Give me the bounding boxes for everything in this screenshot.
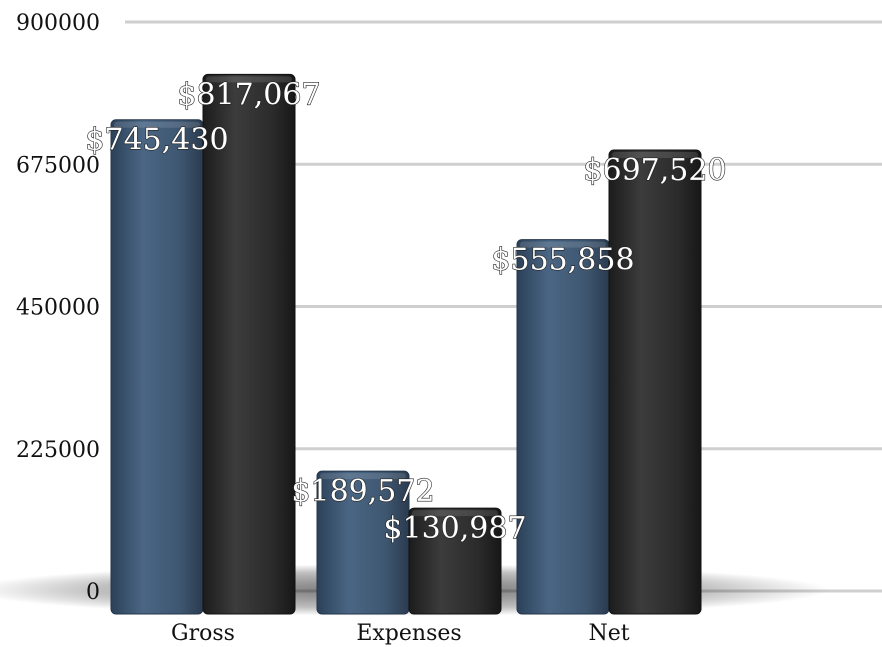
bar-highlight	[206, 76, 292, 83]
y-tick-label: 675000	[16, 153, 100, 178]
x-category-label: Net	[588, 621, 629, 646]
data-label: $817,067	[177, 77, 320, 112]
x-category-label: Expenses	[356, 621, 461, 646]
data-label: $697,520	[583, 153, 726, 188]
y-tick-label: 900000	[16, 11, 100, 36]
y-tick-label: 450000	[16, 296, 100, 321]
x-category-label: Gross	[171, 621, 235, 646]
bar-gross-series-1	[110, 119, 204, 615]
bar-highlight	[320, 473, 406, 480]
bar-highlight	[520, 241, 606, 248]
bar-net-series-2	[608, 149, 702, 615]
x-axis-labels: Gross Expenses Net	[171, 621, 630, 646]
data-label: $130,987	[383, 511, 526, 546]
bar-highlight	[612, 152, 698, 159]
data-labels: $745,430 $817,067 $189,572$130,987 $555,858…	[85, 77, 727, 547]
data-label: $555,858	[491, 243, 634, 278]
bar-net-series-1	[516, 239, 610, 615]
bar-highlight	[114, 121, 200, 128]
data-label: $189,572	[291, 474, 434, 509]
y-tick-label: 225000	[16, 438, 100, 463]
y-tick-label: 0	[86, 580, 100, 605]
bars	[110, 73, 702, 615]
data-label: $745,430	[85, 123, 228, 158]
bar-gross-series-2	[202, 73, 296, 615]
y-axis-ticks: 0 225000 450000 675000 900000	[16, 11, 100, 605]
bar-expenses-series-2	[408, 507, 502, 615]
bar-highlight	[412, 510, 498, 517]
